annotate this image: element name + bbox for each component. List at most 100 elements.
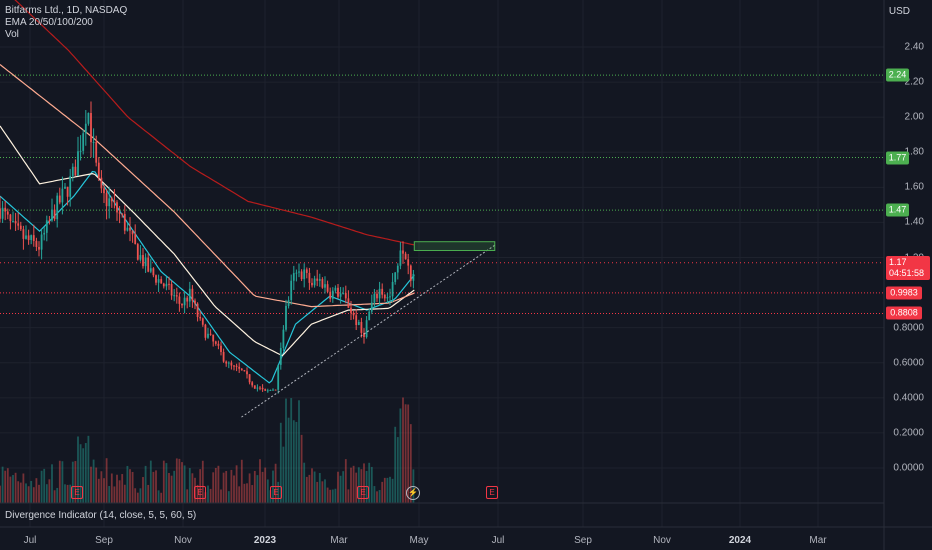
price-tick-label: 2.40 (904, 41, 924, 53)
earnings-marker[interactable]: E (357, 486, 369, 499)
volume-bar (230, 469, 233, 503)
candle-body (100, 177, 103, 189)
volume-bar (391, 478, 394, 503)
volume-bar (399, 408, 402, 503)
volume-bar (303, 462, 306, 503)
candle-body (97, 162, 100, 178)
lightning-icon[interactable]: ⚡ (406, 486, 420, 500)
currency-label[interactable]: USD (888, 6, 910, 17)
candle-body (350, 307, 352, 313)
earnings-marker[interactable]: E (270, 486, 282, 499)
candle-body (295, 272, 298, 274)
candle-body (209, 333, 212, 335)
volume-bar (316, 481, 319, 503)
candle-body (110, 198, 113, 202)
candle-body (191, 288, 194, 301)
volume-bar (287, 417, 290, 503)
candle-body (251, 382, 254, 386)
volume-bar (209, 488, 212, 503)
volume-bar (394, 426, 397, 503)
divergence-indicator-label[interactable]: Divergence Indicator (14, close, 5, 5, 6… (5, 510, 197, 521)
volume-bar (376, 491, 378, 503)
volume-bar (123, 484, 126, 503)
candle-body (183, 297, 186, 306)
volume-bar (298, 400, 300, 503)
volume-bar (79, 444, 82, 503)
volume-bar (64, 484, 66, 503)
price-tick-label: 0.0000 (893, 462, 924, 474)
earnings-marker[interactable]: E (486, 486, 498, 499)
candle-body (360, 321, 363, 333)
earnings-marker[interactable]: E (194, 486, 206, 499)
volume-bar (152, 471, 155, 503)
candle-body (222, 351, 225, 362)
volume-bar (381, 481, 384, 503)
volume-bar (61, 461, 64, 503)
candle-body (144, 257, 147, 267)
candle-body (220, 345, 222, 352)
volume-bar (139, 488, 142, 503)
time-tick-label: Nov (174, 535, 192, 546)
candle-body (103, 188, 105, 194)
trend-line[interactable] (241, 244, 496, 418)
ema-line (0, 170, 415, 384)
target-rectangle[interactable] (413, 241, 496, 251)
volume-bar (334, 488, 337, 503)
candle-body (186, 297, 189, 302)
volume-bar (240, 459, 243, 503)
candle-body (178, 296, 181, 304)
candle-body (12, 221, 14, 223)
candle-body (383, 294, 386, 299)
level-price-tag: 1.77 (886, 151, 909, 164)
volume-bar (402, 397, 404, 503)
ema-legend[interactable]: EMA 20/50/100/200 (5, 17, 93, 28)
volume-bar (222, 472, 225, 503)
volume-bar (383, 477, 386, 503)
earnings-marker[interactable]: E (71, 486, 83, 499)
volume-bar (35, 478, 38, 503)
candle-body (363, 332, 365, 337)
candle-body (142, 255, 144, 267)
candle-body (1, 207, 4, 219)
candle-body (318, 279, 321, 281)
volume-bar (279, 422, 282, 503)
volume-bar (95, 467, 98, 503)
candle-body (282, 329, 285, 349)
volume-bar (131, 471, 134, 503)
candle-body (259, 387, 261, 389)
volume-bar (27, 486, 30, 503)
volume-legend[interactable]: Vol (5, 29, 19, 40)
candle-body (381, 288, 384, 295)
candle-body (253, 385, 256, 389)
symbol-title[interactable]: Bitfarms Ltd., 1D, NASDAQ (5, 5, 128, 16)
price-tick-label: 0.6000 (893, 357, 924, 369)
volume-bar (344, 459, 347, 503)
volume-bar (248, 473, 251, 503)
volume-bar (126, 465, 129, 503)
volume-bar (134, 488, 137, 503)
candle-body (311, 282, 313, 286)
drawing-tools[interactable] (241, 241, 496, 418)
candle-body (264, 389, 267, 391)
volume-bar (196, 484, 199, 503)
volume-bar (103, 478, 105, 503)
volume-bar (155, 470, 157, 503)
volume-bar (285, 398, 287, 503)
volume-bar (233, 475, 235, 503)
volume-bar (259, 459, 261, 503)
price-tick-label: 0.8000 (893, 322, 924, 334)
price-tick-label: 1.80 (904, 146, 924, 158)
price-tick-label: 0.2000 (893, 427, 924, 439)
candle-body (272, 389, 274, 391)
time-axis[interactable]: Jul Sep Nov 2023 Mar May Jul Sep Nov 2024 Mar (0, 528, 932, 550)
ema-line (0, 64, 415, 308)
volume-bar (48, 479, 51, 503)
volume-bar (357, 467, 360, 503)
volume-bar (373, 486, 376, 503)
volume-bar (53, 490, 56, 503)
volume-bar (308, 474, 311, 503)
volume-bar (113, 486, 116, 503)
volume-bar (58, 460, 61, 503)
candle-body (30, 235, 33, 241)
